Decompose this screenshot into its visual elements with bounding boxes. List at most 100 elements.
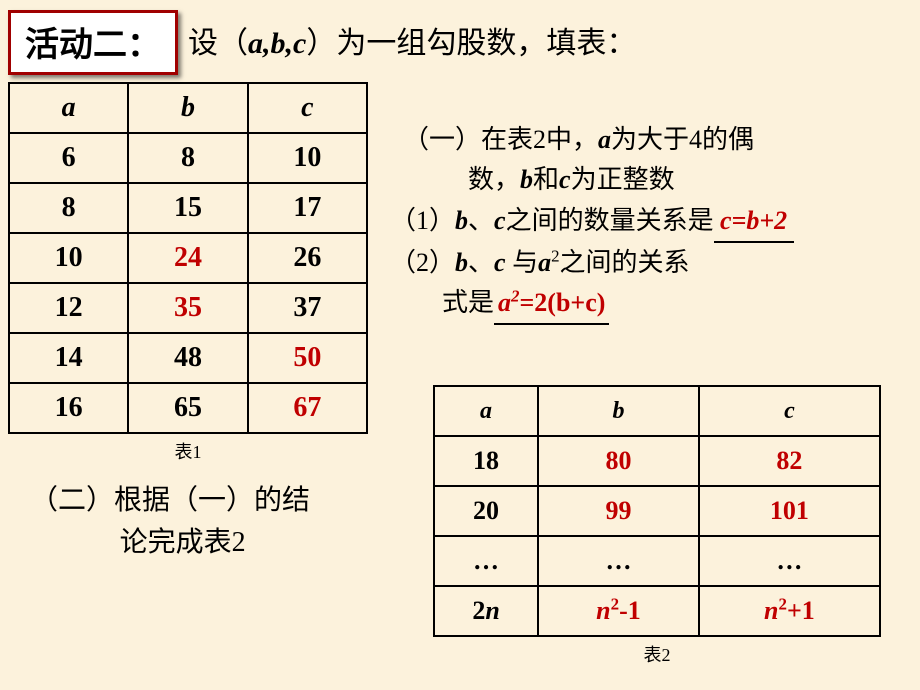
cell: … bbox=[434, 536, 538, 586]
q1-sep: 、 bbox=[468, 206, 494, 235]
table1-header-row: a b c bbox=[9, 83, 367, 133]
t2-b-tail: -1 bbox=[619, 596, 641, 625]
table2: a b c 188082 2099101 ……… 2n n2-1 n2+1 bbox=[433, 385, 881, 637]
q2-ans-rest: =2(b+c) bbox=[519, 288, 605, 317]
cell: 67 bbox=[248, 383, 367, 433]
table1-header-b: b bbox=[128, 83, 247, 133]
s1-bc-desc: 为正整数 bbox=[571, 165, 675, 194]
q1-answer: c=b+2 bbox=[720, 206, 787, 235]
cell: n2-1 bbox=[538, 586, 699, 636]
cell: 14 bbox=[9, 333, 128, 383]
cell: 80 bbox=[538, 436, 699, 486]
s1-c-var: c bbox=[559, 165, 571, 194]
q2-ans-a: a bbox=[498, 288, 511, 317]
title-vars: a,b,c bbox=[248, 27, 306, 60]
table2-container: a b c 188082 2099101 ……… 2n n2-1 n2+1 表2 bbox=[433, 385, 881, 667]
cell: 12 bbox=[9, 283, 128, 333]
cell: 18 bbox=[434, 436, 538, 486]
title-prefix: 设（ bbox=[188, 27, 248, 60]
s1-b-var: b bbox=[520, 165, 533, 194]
q2-with: 与 bbox=[506, 248, 539, 277]
s1-q1: （1）b、c之间的数量关系是c=b+2 bbox=[390, 201, 910, 243]
cell: 65 bbox=[128, 383, 247, 433]
q2-text: 之间的关系 bbox=[560, 248, 690, 277]
s2-line1: （二）根据（一）的结 bbox=[30, 480, 310, 522]
table-row: 2n n2-1 n2+1 bbox=[434, 586, 880, 636]
table-row: 123537 bbox=[9, 283, 367, 333]
q2-l2: 式是 bbox=[442, 288, 494, 317]
cell: 10 bbox=[9, 233, 128, 283]
q1-text: 之间的数量关系是 bbox=[506, 206, 714, 235]
cell: 2n bbox=[434, 586, 538, 636]
cell: 15 bbox=[128, 183, 247, 233]
section-two-text: （二）根据（一）的结 论完成表2 bbox=[30, 480, 310, 564]
q2-a2-exp: 2 bbox=[551, 246, 559, 265]
q1-num: （1） bbox=[390, 206, 455, 235]
table-row: 166567 bbox=[9, 383, 367, 433]
table-row: ……… bbox=[434, 536, 880, 586]
page-title: 设（a,b,c）为一组勾股数，填表： bbox=[188, 18, 636, 62]
q2-a2-var: a bbox=[538, 248, 551, 277]
cell: … bbox=[699, 536, 880, 586]
activity-label: 活动二： bbox=[25, 27, 161, 64]
cell: … bbox=[538, 536, 699, 586]
s2-line2: 论完成表2 bbox=[30, 522, 310, 564]
q2-sep: 、 bbox=[468, 248, 494, 277]
s1-line1: （一）在表2中，a为大于4的偶 bbox=[390, 120, 910, 160]
q2-c: c bbox=[494, 248, 506, 277]
cell: 99 bbox=[538, 486, 699, 536]
s1-line2: 数，b和c为正整数 bbox=[390, 160, 910, 200]
t2-a-coef: 2 bbox=[472, 596, 485, 625]
cell: 26 bbox=[248, 233, 367, 283]
cell: 10 bbox=[248, 133, 367, 183]
title-suffix: ）为一组勾股数，填表： bbox=[306, 27, 636, 60]
table1: a b c 6810 81517 102426 123537 144850 16… bbox=[8, 82, 368, 434]
table2-header-c: c bbox=[699, 386, 880, 436]
section-one-text: （一）在表2中，a为大于4的偶 数，b和c为正整数 （1）b、c之间的数量关系是… bbox=[390, 120, 910, 325]
cell: 16 bbox=[9, 383, 128, 433]
t2-c-exp: 2 bbox=[779, 594, 787, 613]
q2-blank: a2=2(b+c) bbox=[494, 283, 609, 325]
table1-caption: 表1 bbox=[8, 438, 368, 464]
s1-a-desc: 为大于4的偶 bbox=[611, 125, 754, 154]
s1-and: 和 bbox=[533, 165, 559, 194]
cell: 35 bbox=[128, 283, 247, 333]
q1-blank: c=b+2 bbox=[714, 201, 794, 243]
cell: 8 bbox=[9, 183, 128, 233]
cell: n2+1 bbox=[699, 586, 880, 636]
table-row: 2099101 bbox=[434, 486, 880, 536]
table1-container: a b c 6810 81517 102426 123537 144850 16… bbox=[8, 82, 368, 464]
cell: 6 bbox=[9, 133, 128, 183]
activity-label-box: 活动二： bbox=[8, 10, 178, 75]
cell: 17 bbox=[248, 183, 367, 233]
s1-q2a: （2）b、c 与a2之间的关系 bbox=[390, 243, 910, 283]
t2-b-var: n bbox=[596, 596, 610, 625]
t2-a-var: n bbox=[485, 596, 499, 625]
q1-c: c bbox=[494, 206, 506, 235]
s1-lead: （一）在表2中， bbox=[403, 125, 598, 154]
q2-num: （2） bbox=[390, 248, 455, 277]
cell: 101 bbox=[699, 486, 880, 536]
t2-c-var: n bbox=[764, 596, 778, 625]
table2-header-row: a b c bbox=[434, 386, 880, 436]
q1-b: b bbox=[455, 206, 468, 235]
table2-caption: 表2 bbox=[433, 641, 881, 667]
t2-c-tail: +1 bbox=[787, 596, 815, 625]
cell: 20 bbox=[434, 486, 538, 536]
table1-header-a: a bbox=[9, 83, 128, 133]
table2-header-a: a bbox=[434, 386, 538, 436]
q2-b: b bbox=[455, 248, 468, 277]
table-row: 102426 bbox=[9, 233, 367, 283]
table2-header-b: b bbox=[538, 386, 699, 436]
s1-a-var: a bbox=[598, 125, 611, 154]
table-row: 81517 bbox=[9, 183, 367, 233]
s1-l2-indent: 数， bbox=[468, 165, 520, 194]
cell: 37 bbox=[248, 283, 367, 333]
cell: 50 bbox=[248, 333, 367, 383]
s1-q2b: 式是a2=2(b+c) bbox=[390, 283, 910, 325]
table-row: 144850 bbox=[9, 333, 367, 383]
table-row: 6810 bbox=[9, 133, 367, 183]
table-row: 188082 bbox=[434, 436, 880, 486]
t2-b-exp: 2 bbox=[611, 594, 619, 613]
cell: 8 bbox=[128, 133, 247, 183]
